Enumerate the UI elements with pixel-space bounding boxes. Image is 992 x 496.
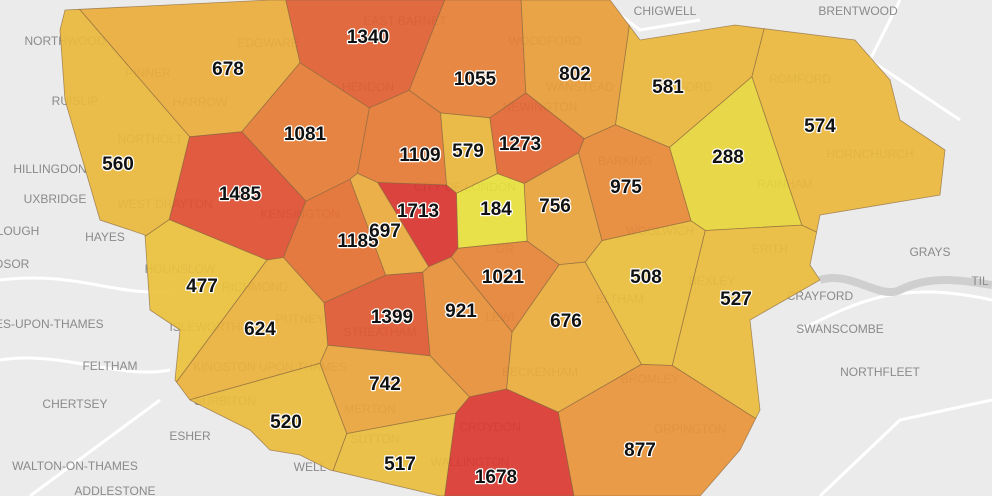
borough-value: 477 xyxy=(186,276,218,297)
borough-value: 697 xyxy=(369,221,401,242)
borough-value: 678 xyxy=(212,59,244,80)
borough-labels: 1340 678 1055 802 581 574 560 1081 1109 579 1273 28… xyxy=(101,26,838,490)
place-label: DSOR xyxy=(0,257,30,271)
borough-value: 975 xyxy=(610,177,642,198)
place-label: ADDLESTONE xyxy=(74,484,155,496)
borough-value: 574 xyxy=(804,116,836,137)
place-label: CHIGWELL xyxy=(634,4,697,18)
place-label: UXBRIDGE xyxy=(24,192,87,206)
borough-value: 1081 xyxy=(284,124,327,145)
place-label: HILLINGDON xyxy=(13,162,86,176)
borough-value: 676 xyxy=(550,311,582,332)
borough-value: 756 xyxy=(539,196,571,217)
borough-value: 184 xyxy=(480,199,512,220)
place-label: WALTON-ON-THAMES xyxy=(12,459,138,473)
place-label: BRENTWOOD xyxy=(818,4,898,18)
river xyxy=(818,274,992,296)
place-label: GRAYS xyxy=(909,245,950,259)
borough-value: 1185 xyxy=(337,231,379,252)
borough-value: 1109 xyxy=(399,145,440,166)
borough-value: 624 xyxy=(244,319,276,340)
boroughs xyxy=(59,0,946,496)
place-label: CRAYFORD xyxy=(787,289,854,303)
borough-value: 508 xyxy=(630,267,662,288)
borough-value: 1340 xyxy=(347,27,389,48)
borough-value: 1485 xyxy=(219,184,262,205)
borough-value: 1273 xyxy=(499,134,541,155)
place-label: LOUGH xyxy=(0,224,39,238)
borough-value: 877 xyxy=(624,440,656,461)
borough xyxy=(144,219,268,383)
borough xyxy=(444,388,575,496)
borough xyxy=(189,362,348,472)
borough-value: 1399 xyxy=(371,307,413,328)
borough-value: 1678 xyxy=(475,467,517,488)
place-label: ESHER xyxy=(169,429,211,443)
borough-value: 742 xyxy=(369,374,401,395)
borough-value: 520 xyxy=(270,412,302,433)
place-label: TIL xyxy=(971,274,989,288)
borough-value: 1055 xyxy=(454,69,497,90)
place-label: NORTHFLEET xyxy=(840,365,920,379)
borough-value: 517 xyxy=(384,454,416,475)
place-label: CHERTSEY xyxy=(42,397,107,411)
borough-value: 288 xyxy=(712,147,744,168)
borough-value: 581 xyxy=(652,77,684,98)
place-label: HAYES xyxy=(85,230,125,244)
borough-value: 1021 xyxy=(482,267,525,288)
borough xyxy=(59,8,191,238)
place-label: FELTHAM xyxy=(82,359,137,373)
borough xyxy=(671,224,821,420)
place-label: NES-UPON-THAMES xyxy=(0,317,104,331)
borough-value: 527 xyxy=(720,289,752,310)
borough-value: 560 xyxy=(102,154,134,175)
borough-value: 921 xyxy=(445,301,477,322)
borough-value: 579 xyxy=(452,141,484,162)
borough-value: 1713 xyxy=(397,201,439,222)
borough-value: 802 xyxy=(559,64,591,85)
place-label: SWANSCOMBE xyxy=(796,322,884,336)
